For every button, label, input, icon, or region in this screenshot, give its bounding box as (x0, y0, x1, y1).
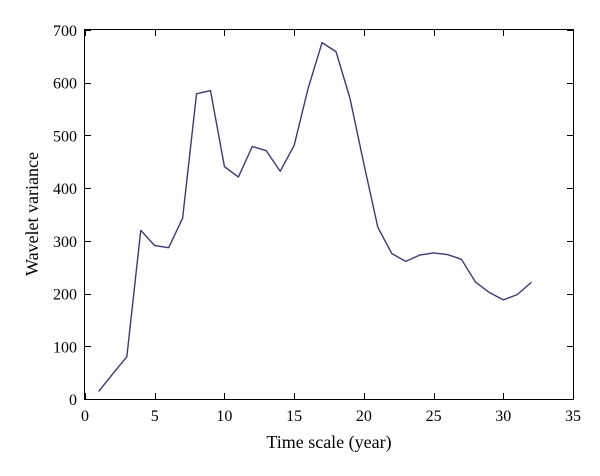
x-tick-label-5: 25 (426, 408, 442, 425)
y-tick-label-1: 100 (53, 339, 77, 356)
x-tick-label-6: 30 (495, 408, 511, 425)
y-tick-label-4: 400 (53, 181, 77, 198)
x-axis-label: Time scale (year) (266, 432, 391, 453)
y-tick-label-3: 300 (53, 234, 77, 251)
y-tick-label-7: 700 (53, 23, 77, 40)
x-tick-label-4: 20 (356, 408, 372, 425)
y-tick-label-5: 500 (53, 128, 77, 145)
y-axis: 0 100 200 300 400 500 600 700 (53, 23, 573, 409)
x-tick-label-7: 35 (565, 408, 581, 425)
y-tick-label-0: 0 (69, 392, 77, 409)
x-tick-label-3: 15 (286, 408, 302, 425)
x-tick-label-0: 0 (81, 408, 89, 425)
x-tick-label-2: 10 (216, 408, 232, 425)
series-layer (98, 41, 532, 392)
plot-frame (84, 29, 574, 400)
x-tick-label-1: 5 (151, 408, 159, 425)
y-tick-label-2: 200 (53, 287, 77, 304)
y-tick-label-6: 600 (53, 76, 77, 93)
y-axis-label: Wavelet variance (22, 152, 42, 276)
x-axis: 0 5 10 15 20 25 30 35 (81, 30, 581, 425)
series-line-0 (98, 41, 532, 392)
